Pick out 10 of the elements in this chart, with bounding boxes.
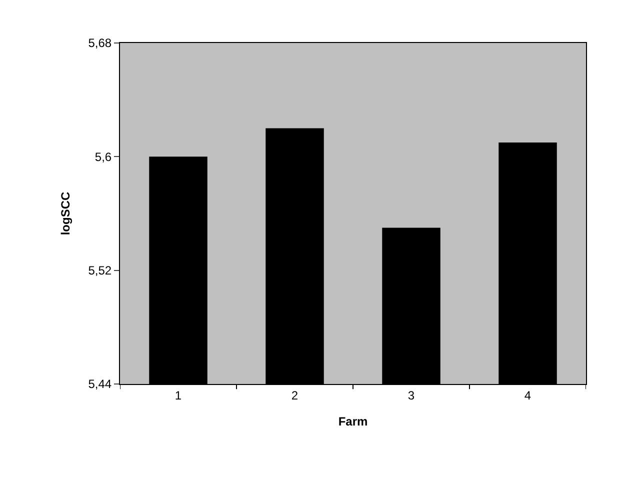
y-tick-label: 5,52: [88, 264, 112, 278]
x-tick-label: 1: [174, 388, 182, 402]
x-tick-label: 2: [291, 388, 298, 402]
x-axis-title: Farm: [338, 414, 368, 428]
x-tick-label: 3: [408, 388, 415, 402]
y-tick-label: 5,44: [88, 377, 112, 392]
y-axis-title: logSCC: [58, 192, 73, 236]
y-tick-label: 5,68: [88, 36, 112, 50]
x-tick-label: 4: [524, 388, 532, 402]
y-tick-label: 5,6: [94, 150, 112, 164]
